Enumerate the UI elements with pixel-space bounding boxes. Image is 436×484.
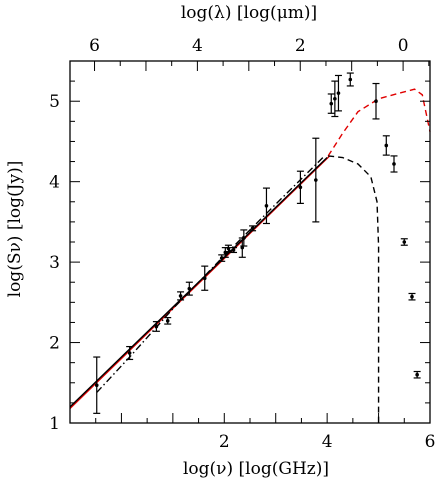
data-point-12: [240, 229, 248, 247]
x-tick-label: 4: [322, 432, 333, 452]
data-marker-9: [226, 246, 231, 251]
data-marker-22: [384, 143, 389, 148]
y-tick-label: 2: [49, 334, 60, 354]
data-point-1: [126, 345, 134, 361]
data-point-9: [224, 244, 232, 253]
x-axis-label: log(ν) [log(GHz)]: [183, 459, 329, 479]
curve-solid-1: [69, 155, 331, 410]
data-marker-6: [202, 276, 207, 281]
x-tick-label: 2: [219, 432, 230, 452]
data-point-21: [372, 82, 380, 120]
top-tick-label: 0: [398, 36, 409, 56]
data-marker-16: [314, 178, 318, 182]
data-marker-3: [165, 319, 170, 323]
data-point-20: [346, 72, 354, 87]
data-point-22: [382, 135, 390, 156]
data-marker-4: [178, 294, 183, 298]
model-curves: [69, 88, 431, 423]
data-point-2: [152, 321, 160, 332]
data-point-23: [390, 155, 398, 173]
data-marker-20: [348, 77, 353, 82]
top-tick-label: 6: [89, 36, 100, 56]
y-tick-label: 4: [49, 173, 60, 193]
y-tick-label: 3: [49, 253, 60, 273]
data-point-6: [201, 265, 209, 291]
data-marker-21: [374, 99, 378, 104]
data-point-14: [262, 187, 270, 225]
data-point-26: [413, 370, 421, 379]
data-points: [93, 72, 421, 414]
y-tick-label: 1: [49, 414, 60, 434]
data-point-4: [177, 291, 185, 301]
data-point-3: [164, 317, 172, 325]
data-point-24: [400, 238, 408, 246]
data-marker-0: [94, 383, 99, 387]
data-point-0: [93, 356, 101, 414]
data-marker-1: [127, 351, 132, 355]
axis-ticks: [69, 60, 431, 424]
data-point-17: [327, 93, 335, 114]
data-marker-18: [333, 97, 337, 101]
data-marker-26: [415, 372, 419, 377]
data-marker-13: [250, 226, 255, 231]
data-marker-25: [410, 294, 414, 299]
data-marker-24: [402, 240, 407, 244]
data-point-10: [230, 247, 238, 254]
data-marker-19: [336, 91, 341, 95]
curve-dashed-5: [328, 155, 380, 423]
data-marker-12: [242, 236, 246, 240]
data-marker-5: [187, 286, 192, 291]
data-marker-10: [231, 248, 236, 252]
data-point-5: [185, 281, 193, 296]
data-point-19: [334, 74, 342, 112]
data-point-15: [296, 170, 304, 204]
top-tick-label: 2: [295, 36, 306, 56]
y-axis-label: log(Sν) [log(Jy)]: [5, 161, 25, 298]
data-marker-11: [240, 245, 245, 250]
data-point-18: [331, 80, 339, 118]
data-marker-23: [392, 162, 396, 166]
data-point-25: [408, 292, 416, 301]
data-marker-17: [329, 101, 334, 106]
curve-dashed-4: [327, 88, 431, 157]
top-tick-label: 4: [192, 36, 203, 56]
curve-dashdot-3: [96, 155, 326, 393]
top-axis-label: log(λ) [log(μm)]: [181, 3, 317, 23]
data-marker-15: [298, 185, 303, 190]
data-point-13: [249, 225, 257, 232]
data-point-7: [218, 254, 226, 262]
data-marker-14: [264, 204, 269, 208]
y-tick-label: 5: [49, 92, 60, 112]
data-marker-2: [154, 324, 159, 329]
tick-labels: 2 4 6 1 2 3 4 5 6 4 2 0: [49, 36, 435, 452]
x-tick-label: 6: [425, 432, 436, 452]
data-point-16: [312, 137, 320, 223]
